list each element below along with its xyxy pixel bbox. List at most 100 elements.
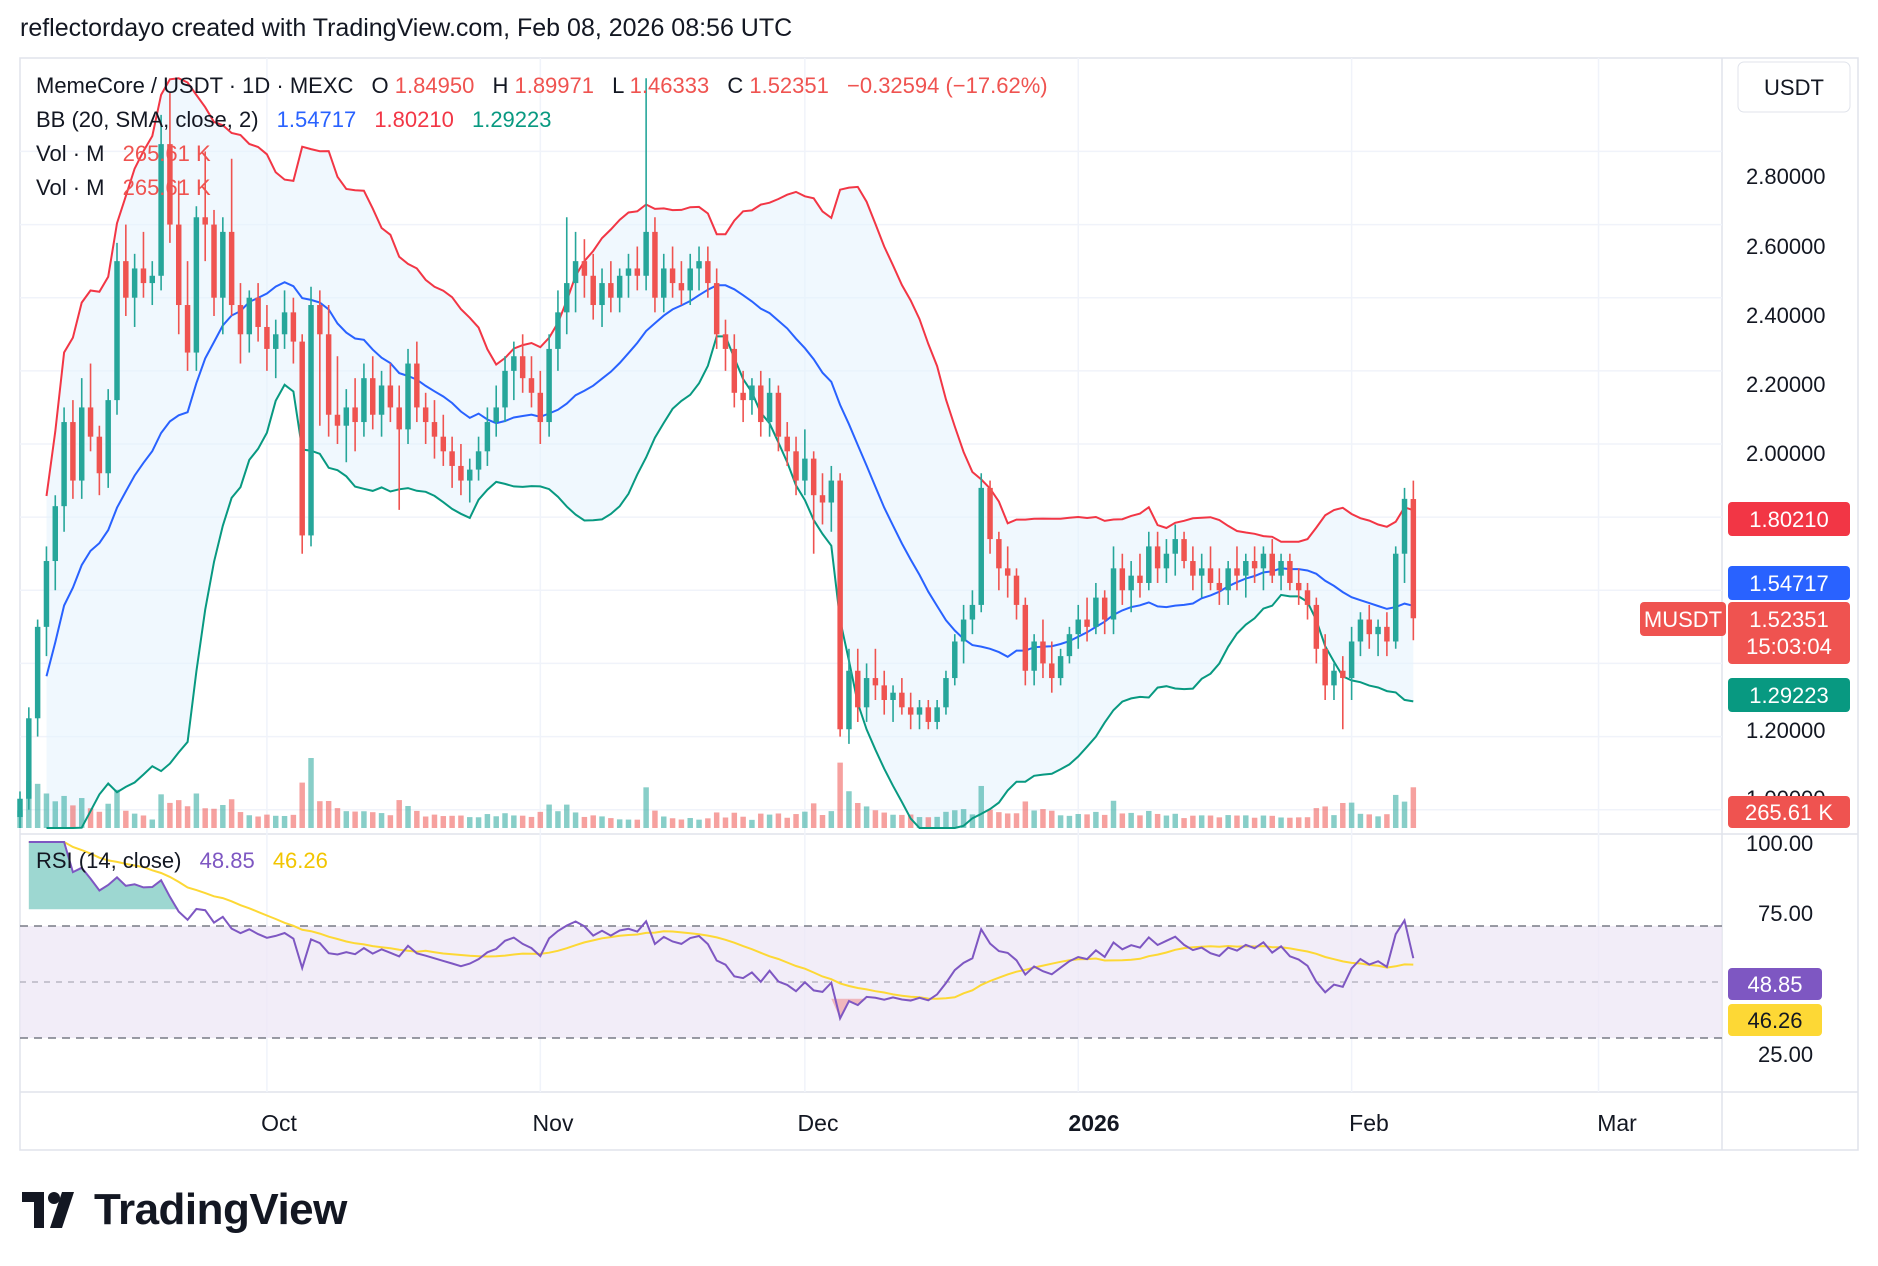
candle-body (475, 451, 482, 470)
rsi-badges: 48.85 46.26 (1728, 968, 1822, 1036)
volume-bar (599, 816, 605, 828)
candle-body (493, 407, 499, 423)
candle (1119, 553, 1126, 605)
svg-text:BB (20, SMA, close, 2) 1: BB (20, SMA, close, 2) 1.54717 1.80210 1… (36, 107, 552, 132)
candle-body (396, 407, 402, 430)
candle-body (1146, 546, 1152, 583)
candle (61, 407, 67, 532)
volume-bar (590, 815, 596, 828)
candle-body (528, 378, 535, 393)
candle-body (96, 436, 103, 474)
candle (34, 619, 41, 737)
candle (264, 305, 270, 371)
candle-body (1366, 619, 1372, 635)
volume-bar (123, 810, 129, 828)
chart-canvas[interactable]: MemeCore / USDT · 1D · MEXC O 1.84950 H … (0, 0, 1878, 1180)
bb-upper-badge-text: 1.80210 (1749, 507, 1829, 532)
candle (616, 268, 623, 313)
candle (978, 473, 984, 613)
rsi-legend: RSI (14, close) 48.85 46.26 (36, 848, 328, 873)
volume-bar (511, 815, 517, 828)
svg-text:RSI (14, close) 48.85: RSI (14, close) 48.85 46.26 (36, 848, 328, 873)
candle (140, 231, 147, 298)
candle-body (114, 261, 120, 401)
candle (396, 385, 402, 510)
candle-body (687, 268, 693, 291)
bollinger-basis-line (45, 281, 1414, 677)
volume-bar (863, 806, 870, 828)
volume-bar (987, 809, 993, 828)
candle-body (1163, 553, 1170, 569)
candle-body (1181, 539, 1187, 562)
currency-button[interactable] (1737, 61, 1851, 113)
rsi-axis[interactable]: 100.00 75.00 25.00 (1746, 831, 1813, 1067)
candle (1057, 648, 1064, 686)
candle-body (123, 261, 129, 298)
candle (943, 670, 949, 715)
candle (652, 217, 658, 313)
candle-body (916, 707, 923, 715)
volume-bar (705, 818, 711, 828)
volume-bar (837, 762, 843, 828)
candle (211, 209, 217, 316)
candle (1004, 546, 1011, 598)
volume-bar (1119, 813, 1126, 828)
candle (740, 370, 746, 423)
legend-rsi-value: 48.85 (200, 848, 255, 873)
volume-bar (1304, 817, 1311, 828)
candle-body (1260, 553, 1267, 569)
candle (828, 465, 835, 532)
volume-bar (528, 816, 535, 828)
candle-body (1154, 546, 1161, 569)
candle (422, 392, 429, 444)
bb-basis-badge (1728, 566, 1850, 600)
legend-symbol: MemeCore / USDT · 1D · MEXC (36, 73, 354, 98)
volume-bar (1004, 813, 1011, 828)
candle-body (1216, 582, 1223, 591)
candle-body (387, 385, 394, 408)
candle (1234, 546, 1240, 591)
tradingview-logo[interactable]: TradingView (22, 1185, 347, 1235)
candle (202, 151, 208, 262)
candle-body (502, 370, 508, 408)
volume-bar (740, 816, 746, 828)
volume-bar (1384, 814, 1390, 828)
volume-bar (934, 816, 940, 828)
candle-body (1119, 568, 1126, 591)
candle-body (378, 385, 385, 415)
candle (167, 92, 173, 243)
volume-bar (1251, 817, 1258, 828)
candle-body (925, 707, 932, 722)
candle (722, 319, 729, 371)
volume-bar (149, 819, 156, 828)
legend-rsi-ma-value: 46.26 (273, 848, 328, 873)
volume-badge (1728, 796, 1850, 828)
candle (634, 246, 641, 291)
candle-body (1172, 539, 1178, 554)
candle-body (1225, 568, 1231, 591)
candle-body (837, 480, 843, 730)
rsi-line (28, 841, 1415, 1022)
volume-bar (246, 815, 253, 828)
candle-body (775, 392, 782, 437)
volume-bar (608, 818, 614, 828)
candle (1278, 553, 1284, 591)
candle-body (34, 626, 41, 719)
candle (17, 791, 23, 828)
legend-open-label: O (372, 73, 389, 98)
bb-lower-badge-text: 1.29223 (1749, 683, 1829, 708)
candle (475, 436, 482, 481)
candle (43, 546, 50, 657)
candle (484, 407, 491, 466)
bb-basis-badge-text: 1.54717 (1749, 571, 1829, 596)
candle-body (855, 670, 861, 708)
time-label-2026: 2026 (1068, 1110, 1119, 1136)
volume-bar (1260, 815, 1267, 828)
legend-bb-lower: 1.29223 (472, 107, 552, 132)
candle-body (1331, 670, 1337, 686)
candle (1348, 626, 1355, 700)
time-axis[interactable]: Oct Nov Dec 2026 Feb Mar (261, 1110, 1637, 1136)
volume-bar (1225, 815, 1231, 828)
volume-bar (1163, 815, 1170, 828)
candle-body (1278, 561, 1284, 576)
